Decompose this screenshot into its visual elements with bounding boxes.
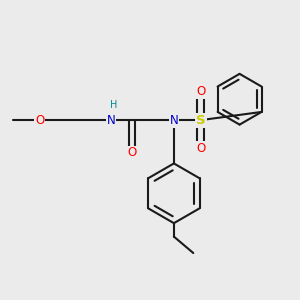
Text: N: N [107,114,116,127]
Text: S: S [196,114,206,127]
Text: N: N [169,114,178,127]
Text: O: O [196,85,206,98]
Text: O: O [35,114,44,127]
Text: H: H [110,100,117,110]
Text: O: O [196,142,206,155]
Text: O: O [128,146,137,160]
